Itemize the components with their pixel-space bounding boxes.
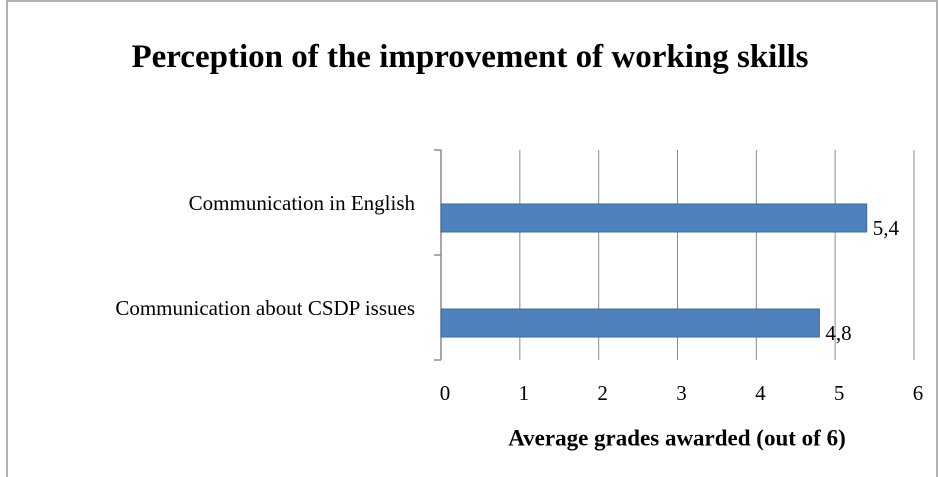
x-tick-label: 1 bbox=[519, 381, 530, 405]
bar bbox=[440, 203, 868, 233]
x-tick-label: 0 bbox=[440, 381, 451, 405]
frame-border bbox=[6, 0, 938, 477]
value-label: 4,8 bbox=[825, 321, 851, 345]
y-tick-label: Communication about CSDP issues bbox=[115, 296, 415, 320]
x-axis-title: Average grades awarded (out of 6) bbox=[508, 425, 845, 450]
bar bbox=[440, 308, 820, 338]
y-tick-label: Communication in English bbox=[189, 191, 416, 215]
x-tick-label: 5 bbox=[834, 381, 845, 405]
value-label: 5,4 bbox=[873, 216, 900, 240]
x-tick-label: 3 bbox=[676, 381, 687, 405]
chart-title: Perception of the improvement of working… bbox=[131, 39, 809, 75]
x-tick-label: 2 bbox=[597, 381, 608, 405]
x-tick-label: 4 bbox=[755, 381, 766, 405]
x-tick-label: 6 bbox=[913, 381, 924, 405]
